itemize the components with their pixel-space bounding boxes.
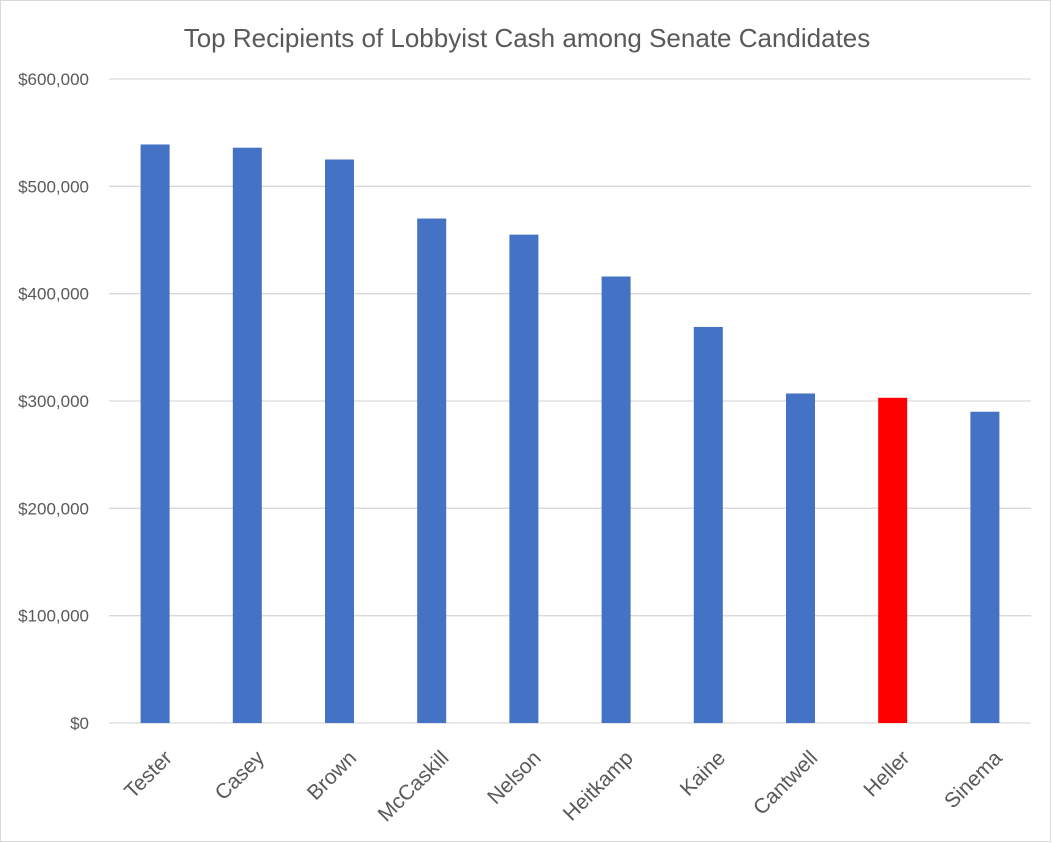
bar-kaine [693, 326, 723, 723]
x-category-label: Tester [120, 746, 177, 803]
bar-heller [878, 397, 908, 723]
bar-mccaskill [417, 218, 447, 724]
y-tick-label: $300,000 [18, 392, 89, 411]
bars [140, 144, 1000, 724]
bar-heitkamp [601, 276, 631, 723]
bar-brown [325, 159, 354, 723]
bar-sinema [970, 411, 1000, 723]
y-tick-label: $600,000 [18, 70, 89, 89]
x-category-label: Casey [211, 746, 270, 805]
bar-nelson [509, 234, 539, 723]
bar-cantwell [786, 393, 815, 723]
x-category-label: Cantwell [749, 746, 822, 819]
x-category-label: Kaine [676, 746, 730, 800]
x-category-label: Heller [859, 746, 914, 801]
gridlines [109, 78, 1031, 724]
y-tick-label: $400,000 [18, 285, 89, 304]
y-tick-label: $0 [70, 714, 89, 733]
x-category-label: Brown [303, 746, 361, 804]
x-category-label: Sinema [940, 746, 1007, 813]
y-tick-label: $200,000 [18, 499, 89, 518]
chart-title: Top Recipients of Lobbyist Cash among Se… [184, 23, 871, 53]
bar-casey [232, 147, 262, 723]
y-tick-label: $500,000 [18, 177, 89, 196]
y-tick-label: $100,000 [18, 607, 89, 626]
x-category-label: Nelson [483, 746, 545, 808]
x-axis-category-labels: Tester Casey Brown McCaskill Nelson Heitkamp K… [120, 746, 1007, 826]
x-category-label: McCaskill [374, 746, 454, 826]
y-axis-tick-labels: $0 $100,000 $200,000 $300,000 $400,000 $500,0… [18, 70, 89, 733]
bar-tester [140, 144, 170, 723]
x-category-label: Heitkamp [559, 746, 638, 825]
